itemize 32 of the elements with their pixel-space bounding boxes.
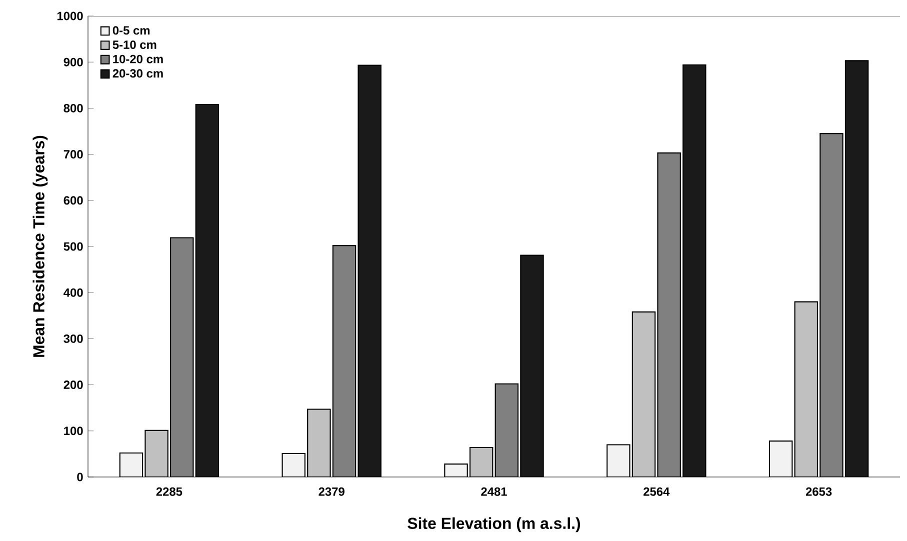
y-tick-label: 800 bbox=[64, 104, 83, 112]
y-tick-label: 500 bbox=[64, 242, 83, 251]
y-tick-label: 600 bbox=[64, 196, 83, 205]
y-tick-label: 400 bbox=[64, 288, 83, 297]
bar bbox=[170, 237, 194, 477]
bar bbox=[494, 383, 519, 477]
legend-label: 10-20 cm bbox=[113, 54, 163, 64]
legend-label: 0-5 cm bbox=[112, 26, 150, 35]
y-tick-label: 300 bbox=[64, 334, 83, 343]
y-tick-label: 900 bbox=[64, 58, 83, 66]
y-tick-label: 0 bbox=[77, 472, 83, 482]
x-tick-label: 2285 bbox=[156, 487, 182, 496]
bar bbox=[820, 133, 844, 477]
bar bbox=[332, 245, 356, 477]
x-tick-label: 2564 bbox=[644, 487, 670, 496]
bar bbox=[307, 408, 331, 477]
legend-label: 20-30 cm bbox=[112, 69, 163, 78]
y-tick-label: 700 bbox=[64, 150, 83, 159]
bar bbox=[657, 152, 681, 477]
x-axis-title: Site Elevation (m a.s.l.) bbox=[408, 517, 580, 532]
x-tick-label: 2653 bbox=[806, 487, 832, 496]
y-tick-label: 100 bbox=[64, 426, 83, 436]
x-tick-label: 2379 bbox=[318, 487, 344, 496]
bar bbox=[632, 311, 656, 477]
bar bbox=[469, 446, 494, 477]
bar bbox=[144, 430, 168, 477]
x-tick-label: 2481 bbox=[481, 487, 507, 496]
y-tick-label: 1000 bbox=[57, 12, 83, 20]
bar bbox=[794, 301, 818, 477]
y-tick-label: 200 bbox=[64, 380, 83, 390]
legend-label: 5-10 cm bbox=[112, 40, 156, 49]
y-axis-title: Mean Residence Time (years) bbox=[32, 136, 48, 357]
